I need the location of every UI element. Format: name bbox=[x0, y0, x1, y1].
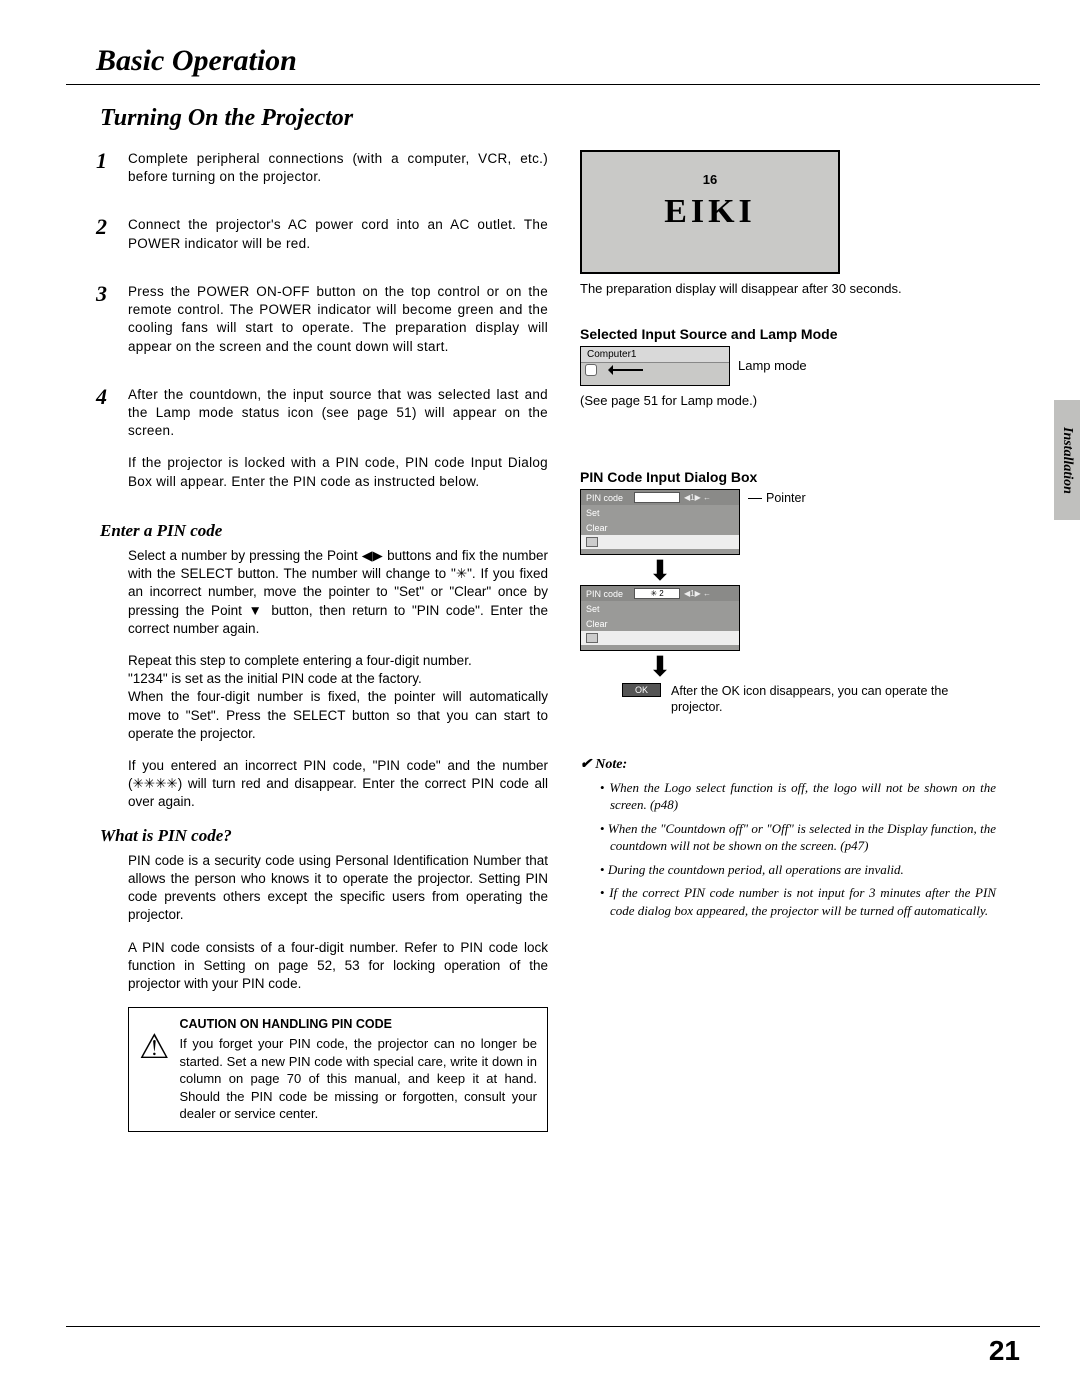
pin-arrows-icon: ◀1▶ ← bbox=[684, 493, 711, 502]
pin-ok-icon bbox=[586, 633, 598, 643]
lamp-mode-label: Lamp mode bbox=[738, 357, 807, 375]
note-item: When the Logo select function is off, th… bbox=[600, 779, 996, 814]
prep-caption: The preparation display will disappear a… bbox=[580, 280, 996, 298]
pin-set-label: Set bbox=[586, 508, 634, 518]
pin-dialog-2: PIN code✳ 2 ◀1▶ ← Set Clear bbox=[580, 585, 740, 651]
step-body: After the countdown, the input source th… bbox=[128, 386, 548, 505]
page-number: 21 bbox=[989, 1335, 1020, 1367]
lamp-icon bbox=[585, 364, 597, 376]
step-number: 1 bbox=[96, 150, 114, 200]
selected-input-heading: Selected Input Source and Lamp Mode bbox=[580, 326, 996, 342]
pin-field bbox=[634, 492, 680, 503]
pointer-line-icon bbox=[748, 498, 762, 499]
source-box: Computer1 bbox=[580, 346, 730, 386]
pin-code-label: PIN code bbox=[586, 589, 634, 599]
preparation-display: 16 EIKI bbox=[580, 150, 840, 274]
caution-body: If you forget your PIN code, the project… bbox=[179, 1035, 537, 1123]
side-tab: Installation bbox=[1054, 400, 1080, 520]
pin-dialog-1: PIN code ◀1▶ ← Set Clear bbox=[580, 489, 740, 555]
pin-clear-label: Clear bbox=[586, 523, 634, 533]
enter-pin-title: Enter a PIN code bbox=[100, 521, 548, 541]
note-list: When the Logo select function is off, th… bbox=[600, 779, 996, 920]
down-arrow-icon: ⬇ bbox=[648, 653, 671, 681]
body-paragraph: PIN code is a security code using Person… bbox=[128, 852, 548, 925]
caution-box: ⚠ CAUTION ON HANDLING PIN CODE If you fo… bbox=[128, 1007, 548, 1132]
chapter-title: Basic Operation bbox=[96, 44, 1010, 78]
warning-icon: ⚠ bbox=[139, 1016, 169, 1123]
body-paragraph: Select a number by pressing the Point ◀▶… bbox=[128, 547, 548, 638]
body-paragraph: A PIN code consists of a four-digit numb… bbox=[128, 939, 548, 994]
divider-top bbox=[66, 84, 1040, 85]
body-paragraph: "1234" is set as the initial PIN code at… bbox=[128, 670, 548, 688]
divider-bottom bbox=[66, 1326, 1040, 1327]
step: 3Press the POWER ON-OFF button on the to… bbox=[96, 283, 548, 370]
pin-clear-label: Clear bbox=[586, 619, 634, 629]
body-paragraph: When the four-digit number is fixed, the… bbox=[128, 688, 548, 743]
pin-field: ✳ 2 bbox=[634, 588, 680, 599]
note-item: When the "Countdown off" or "Off" is sel… bbox=[600, 820, 996, 855]
pin-arrows-icon: ◀1▶ ← bbox=[684, 589, 711, 598]
down-arrow-icon: ⬇ bbox=[648, 557, 671, 585]
step-body: Press the POWER ON-OFF button on the top… bbox=[128, 283, 548, 370]
body-paragraph: If you entered an incorrect PIN code, "P… bbox=[128, 757, 548, 812]
pin-dialog-heading: PIN Code Input Dialog Box bbox=[580, 469, 996, 485]
step-number: 3 bbox=[96, 283, 114, 370]
caution-title: CAUTION ON HANDLING PIN CODE bbox=[179, 1016, 537, 1033]
step-number: 2 bbox=[96, 216, 114, 266]
pin-ok-icon bbox=[586, 537, 598, 547]
step: 4After the countdown, the input source t… bbox=[96, 386, 548, 505]
ok-caption: After the OK icon disappears, you can op… bbox=[671, 683, 996, 716]
lamp-caption: (See page 51 for Lamp mode.) bbox=[580, 392, 996, 410]
ok-button: OK bbox=[622, 683, 661, 697]
arrow-left-icon bbox=[603, 366, 643, 374]
step-number: 4 bbox=[96, 386, 114, 505]
step: 2 Connect the projector's AC power cord i… bbox=[96, 216, 548, 266]
note-item: If the correct PIN code number is not in… bbox=[600, 884, 996, 919]
step-body: Complete peripheral connections (with a … bbox=[128, 150, 548, 200]
section-title: Turning On the Projector bbox=[100, 105, 1010, 132]
what-is-pin-title: What is PIN code? bbox=[100, 826, 548, 846]
step-body: Connect the projector's AC power cord in… bbox=[128, 216, 548, 266]
eiki-logo: EIKI bbox=[582, 193, 838, 231]
step: 1 Complete peripheral connections (with a… bbox=[96, 150, 548, 200]
pointer-label: Pointer bbox=[766, 491, 806, 505]
body-paragraph: Repeat this step to complete entering a … bbox=[128, 652, 548, 670]
pin-set-label: Set bbox=[586, 604, 634, 614]
countdown-number: 16 bbox=[582, 172, 838, 187]
note-item: During the countdown period, all operati… bbox=[600, 861, 996, 879]
source-label: Computer1 bbox=[581, 347, 729, 363]
pin-code-label: PIN code bbox=[586, 493, 634, 503]
note-title: ✔ Note: bbox=[580, 756, 996, 773]
